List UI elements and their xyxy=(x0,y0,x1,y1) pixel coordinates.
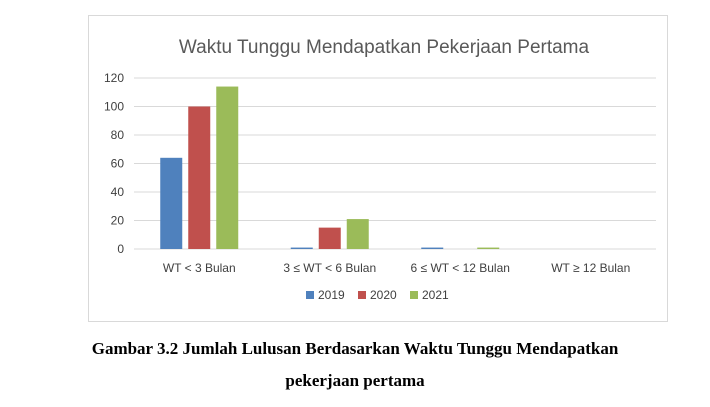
x-category-label: 6 ≤ WT < 12 Bulan xyxy=(411,261,510,275)
bar-2019-1 xyxy=(290,247,313,249)
y-tick-label: 40 xyxy=(111,185,125,199)
y-tick-label: 20 xyxy=(111,214,125,228)
legend-label-2020: 2020 xyxy=(370,288,397,302)
bar-2021-1 xyxy=(346,219,369,249)
y-tick-label: 60 xyxy=(111,157,125,171)
y-axis-ticks: 0 20 40 60 80 100 120 xyxy=(104,71,124,256)
gridlines xyxy=(134,77,656,250)
bars xyxy=(160,86,500,249)
legend-swatch-2019 xyxy=(306,291,314,299)
y-tick-label: 0 xyxy=(117,242,124,256)
bar-2020-1 xyxy=(318,227,341,249)
caption-line-1: Gambar 3.2 Jumlah Lulusan Berdasarkan Wa… xyxy=(91,339,619,358)
x-axis-categories: WT < 3 Bulan 3 ≤ WT < 6 Bulan 6 ≤ WT < 12 … xyxy=(163,261,630,275)
bar-2019-2 xyxy=(421,247,444,249)
x-category-label: WT ≥ 12 Bulan xyxy=(551,261,630,275)
y-tick-label: 100 xyxy=(104,100,124,114)
legend-label-2021: 2021 xyxy=(422,288,449,302)
legend-swatch-2021 xyxy=(410,291,418,299)
bar-2021-2 xyxy=(477,247,500,249)
bar-2019-0 xyxy=(160,157,183,249)
caption-line-2: pekerjaan pertama xyxy=(285,371,425,390)
y-tick-label: 120 xyxy=(104,71,124,85)
chart-title: Waktu Tunggu Mendapatkan Pekerjaan Perta… xyxy=(179,37,590,58)
legend-label-2019: 2019 xyxy=(318,288,345,302)
y-tick-label: 80 xyxy=(111,128,125,142)
bar-2021-0 xyxy=(216,86,239,249)
legend-swatch-2020 xyxy=(358,291,366,299)
bar-chart: Waktu Tunggu Mendapatkan Pekerjaan Perta… xyxy=(104,37,656,302)
chart-area: Waktu Tunggu Mendapatkan Pekerjaan Perta… xyxy=(88,15,668,322)
legend: 2019 2020 2021 xyxy=(306,288,449,302)
x-category-label: 3 ≤ WT < 6 Bulan xyxy=(283,261,376,275)
figure-caption: Gambar 3.2 Jumlah Lulusan Berdasarkan Wa… xyxy=(0,333,710,397)
x-category-label: WT < 3 Bulan xyxy=(163,261,236,275)
bar-2020-0 xyxy=(188,106,211,249)
